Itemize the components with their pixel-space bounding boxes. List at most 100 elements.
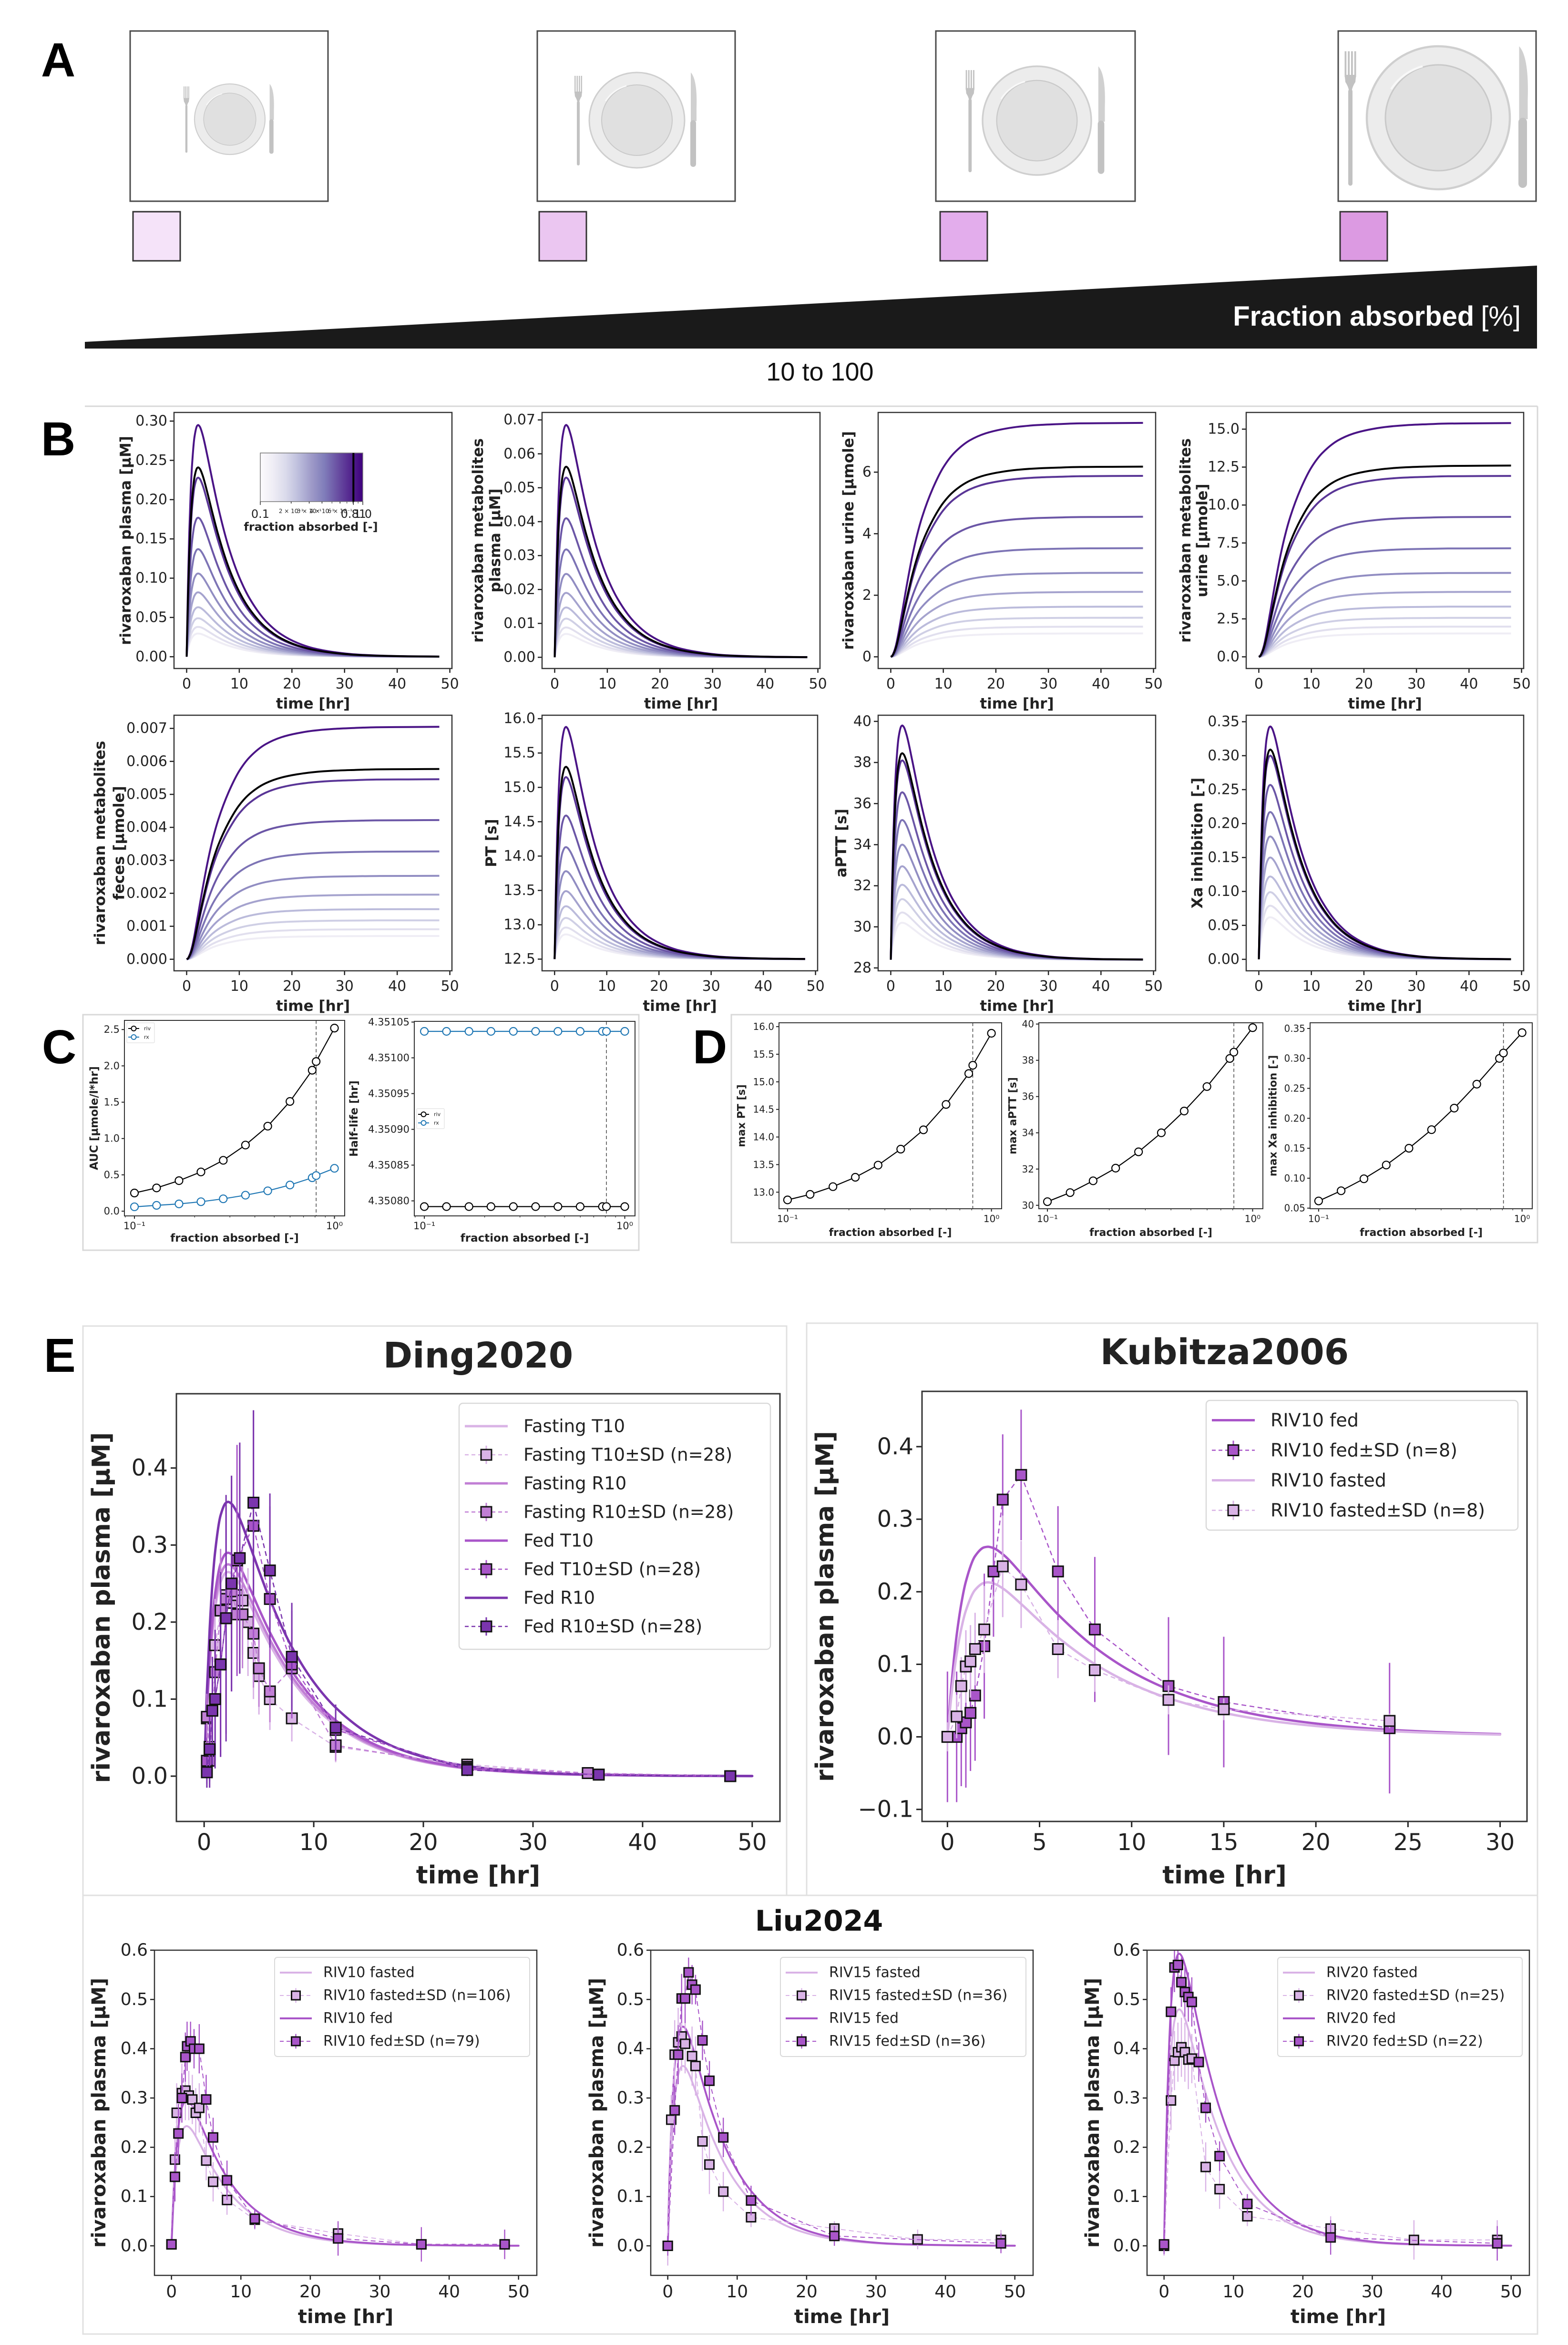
x-tick-label: 20 <box>987 978 1005 995</box>
y-tick-label: 13.0 <box>503 916 535 933</box>
legend-marker-swatch <box>797 1990 807 2001</box>
y-tick-label: 40 <box>1022 1018 1034 1030</box>
legend-item: Fasting R10 <box>465 1473 626 1494</box>
legend: riv rx <box>126 1022 155 1043</box>
data-connector <box>206 1590 730 1777</box>
data-point <box>1248 1023 1257 1032</box>
y-tick-label: 0.4 <box>121 2039 148 2058</box>
y-tick-label: 4.35085 <box>368 1160 410 1171</box>
x-tick-label: 50 <box>809 676 827 692</box>
x-tick-label: 25 <box>1394 1829 1423 1856</box>
legend-label: Fasting R10 <box>523 1473 626 1494</box>
data-point <box>249 2213 260 2224</box>
legend-label: Fed R10±SD (n=28) <box>523 1616 702 1637</box>
plot-area <box>185 424 440 658</box>
y-tick-label: 0.05 <box>503 479 535 496</box>
plot-background <box>1246 412 1524 669</box>
legend-marker-swatch <box>420 1111 427 1117</box>
x-tick-label: 10⁻¹ <box>123 1220 145 1232</box>
plot-area <box>130 1020 339 1216</box>
series-rx <box>420 1027 629 1036</box>
colorbar-tick-label: 6 × 10⁻¹ <box>328 508 352 514</box>
chart-title: Kubitza2006 <box>1100 1332 1349 1373</box>
axes-frame <box>173 714 453 972</box>
x-tick-label: 0 <box>1254 978 1263 995</box>
data-point <box>201 2094 212 2105</box>
data-point <box>806 1190 815 1199</box>
x-tick-label: 30 <box>702 978 720 995</box>
data-point <box>208 2176 219 2187</box>
panel-label-c: C <box>42 1020 76 1074</box>
x-tick-label: 40 <box>1092 978 1110 995</box>
chart-d1: 10⁻¹ 10⁰ 13.0 13.5 14.0 14.5 15.0 15.5 16.0 fract… <box>736 1021 1002 1239</box>
axes-frame <box>124 1020 345 1216</box>
x-tick-label: 20 <box>796 2282 818 2302</box>
x-tick-label: 30 <box>1362 2282 1384 2302</box>
legend-marker-swatch <box>131 1026 137 1031</box>
x-axis: 0 10 20 30 40 50 <box>1254 971 1531 995</box>
data-point <box>620 1202 629 1211</box>
series-riv <box>420 1202 629 1211</box>
axes-frame <box>541 411 821 669</box>
legend-label: RIV10 fasted±SD (n=106) <box>323 1987 511 2004</box>
data-point <box>174 1199 184 1208</box>
data-point <box>1134 1147 1143 1156</box>
x-tick-label: 30 <box>1039 978 1057 995</box>
plot-area <box>1314 1023 1527 1209</box>
legend-item: RIV20 fed <box>1283 2010 1396 2027</box>
y-tick-label: 2.5 <box>1217 610 1240 627</box>
y-tick-label: 0.20 <box>135 491 167 508</box>
legend-marker-swatch <box>1227 1504 1240 1516</box>
y-tick-label: 30 <box>853 918 871 935</box>
y-tick-label: 0.0 <box>104 1205 120 1217</box>
x-tick-label: 10⁻¹ <box>413 1220 435 1232</box>
data-point <box>286 1181 295 1190</box>
x-axis-label: time [hr] <box>980 998 1054 1015</box>
x-tick-label: 0 <box>182 978 191 995</box>
y-tick-label: 28 <box>853 959 871 976</box>
model-curve <box>946 1581 1502 1738</box>
x-axis-label: fraction absorbed [-] <box>1089 1227 1212 1239</box>
axes-frame <box>173 411 453 669</box>
data-point <box>253 1662 265 1675</box>
data-point <box>464 1027 473 1036</box>
x-axis-label: time [hr] <box>1348 998 1422 1015</box>
x-tick-label: 40 <box>1460 676 1478 692</box>
x-tick-label: 0 <box>182 676 191 692</box>
legend-label: Fed T10±SD (n=28) <box>523 1559 701 1580</box>
data-point <box>1218 1703 1230 1716</box>
y-axis-label: Xa inhibition [-] <box>1189 778 1206 909</box>
legend-item: RIV10 fasted <box>1212 1470 1386 1491</box>
chart-b2: 0 10 20 30 40 500.000.010.020.030.040.050.060… <box>470 411 827 712</box>
data-point <box>1158 2239 1169 2250</box>
x-tick-label: 40 <box>1092 676 1110 692</box>
x-axis: 10⁻¹ 10⁰ <box>1037 1209 1261 1224</box>
data-point <box>746 2195 757 2206</box>
data-point <box>697 2136 708 2147</box>
data-point <box>286 1651 298 1663</box>
colorbar: 0.1 2 × 10⁻¹3 × 10⁻¹4 × 10⁻¹6 × 10⁻¹0.811… <box>244 453 378 534</box>
y-axis-label: max PT [s] <box>736 1084 748 1147</box>
data-point <box>209 1693 221 1705</box>
axes-frame <box>1245 714 1525 972</box>
data-point <box>704 2075 715 2086</box>
x-axis: 0 10 20 30 40 50 <box>886 669 1163 692</box>
data-point <box>969 1643 981 1655</box>
y-tick-label: 4.35090 <box>368 1124 410 1135</box>
y-tick-label: 0.04 <box>503 514 535 530</box>
y-tick-label: 16.0 <box>503 710 535 727</box>
y-axis-label: rivaroxaban plasma [μM] <box>586 1978 608 2248</box>
colorbar-tick-label: 3 × 10⁻¹ <box>297 508 322 514</box>
x-axis: 10⁻¹ 10⁰ <box>413 1216 633 1232</box>
y-tick-label: 38 <box>853 754 871 771</box>
y-tick-label: 0.4 <box>617 2039 644 2058</box>
legend-item: Fasting R10±SD (n=28) <box>465 1502 734 1522</box>
y-axis-label: rivaroxaban plasma [μM] <box>88 1978 110 2248</box>
meal-4 <box>1337 30 1537 262</box>
fraction-swatch <box>1339 211 1388 262</box>
data-point <box>1325 2232 1336 2243</box>
reference-line <box>890 465 1143 658</box>
y-tick-label: 2.0 <box>104 1060 120 1071</box>
y-axis: 0.0 0.1 0.2 0.3 0.4 0.5 0.6 <box>121 1941 154 2256</box>
y-tick-label: 0.05 <box>1284 1203 1305 1214</box>
